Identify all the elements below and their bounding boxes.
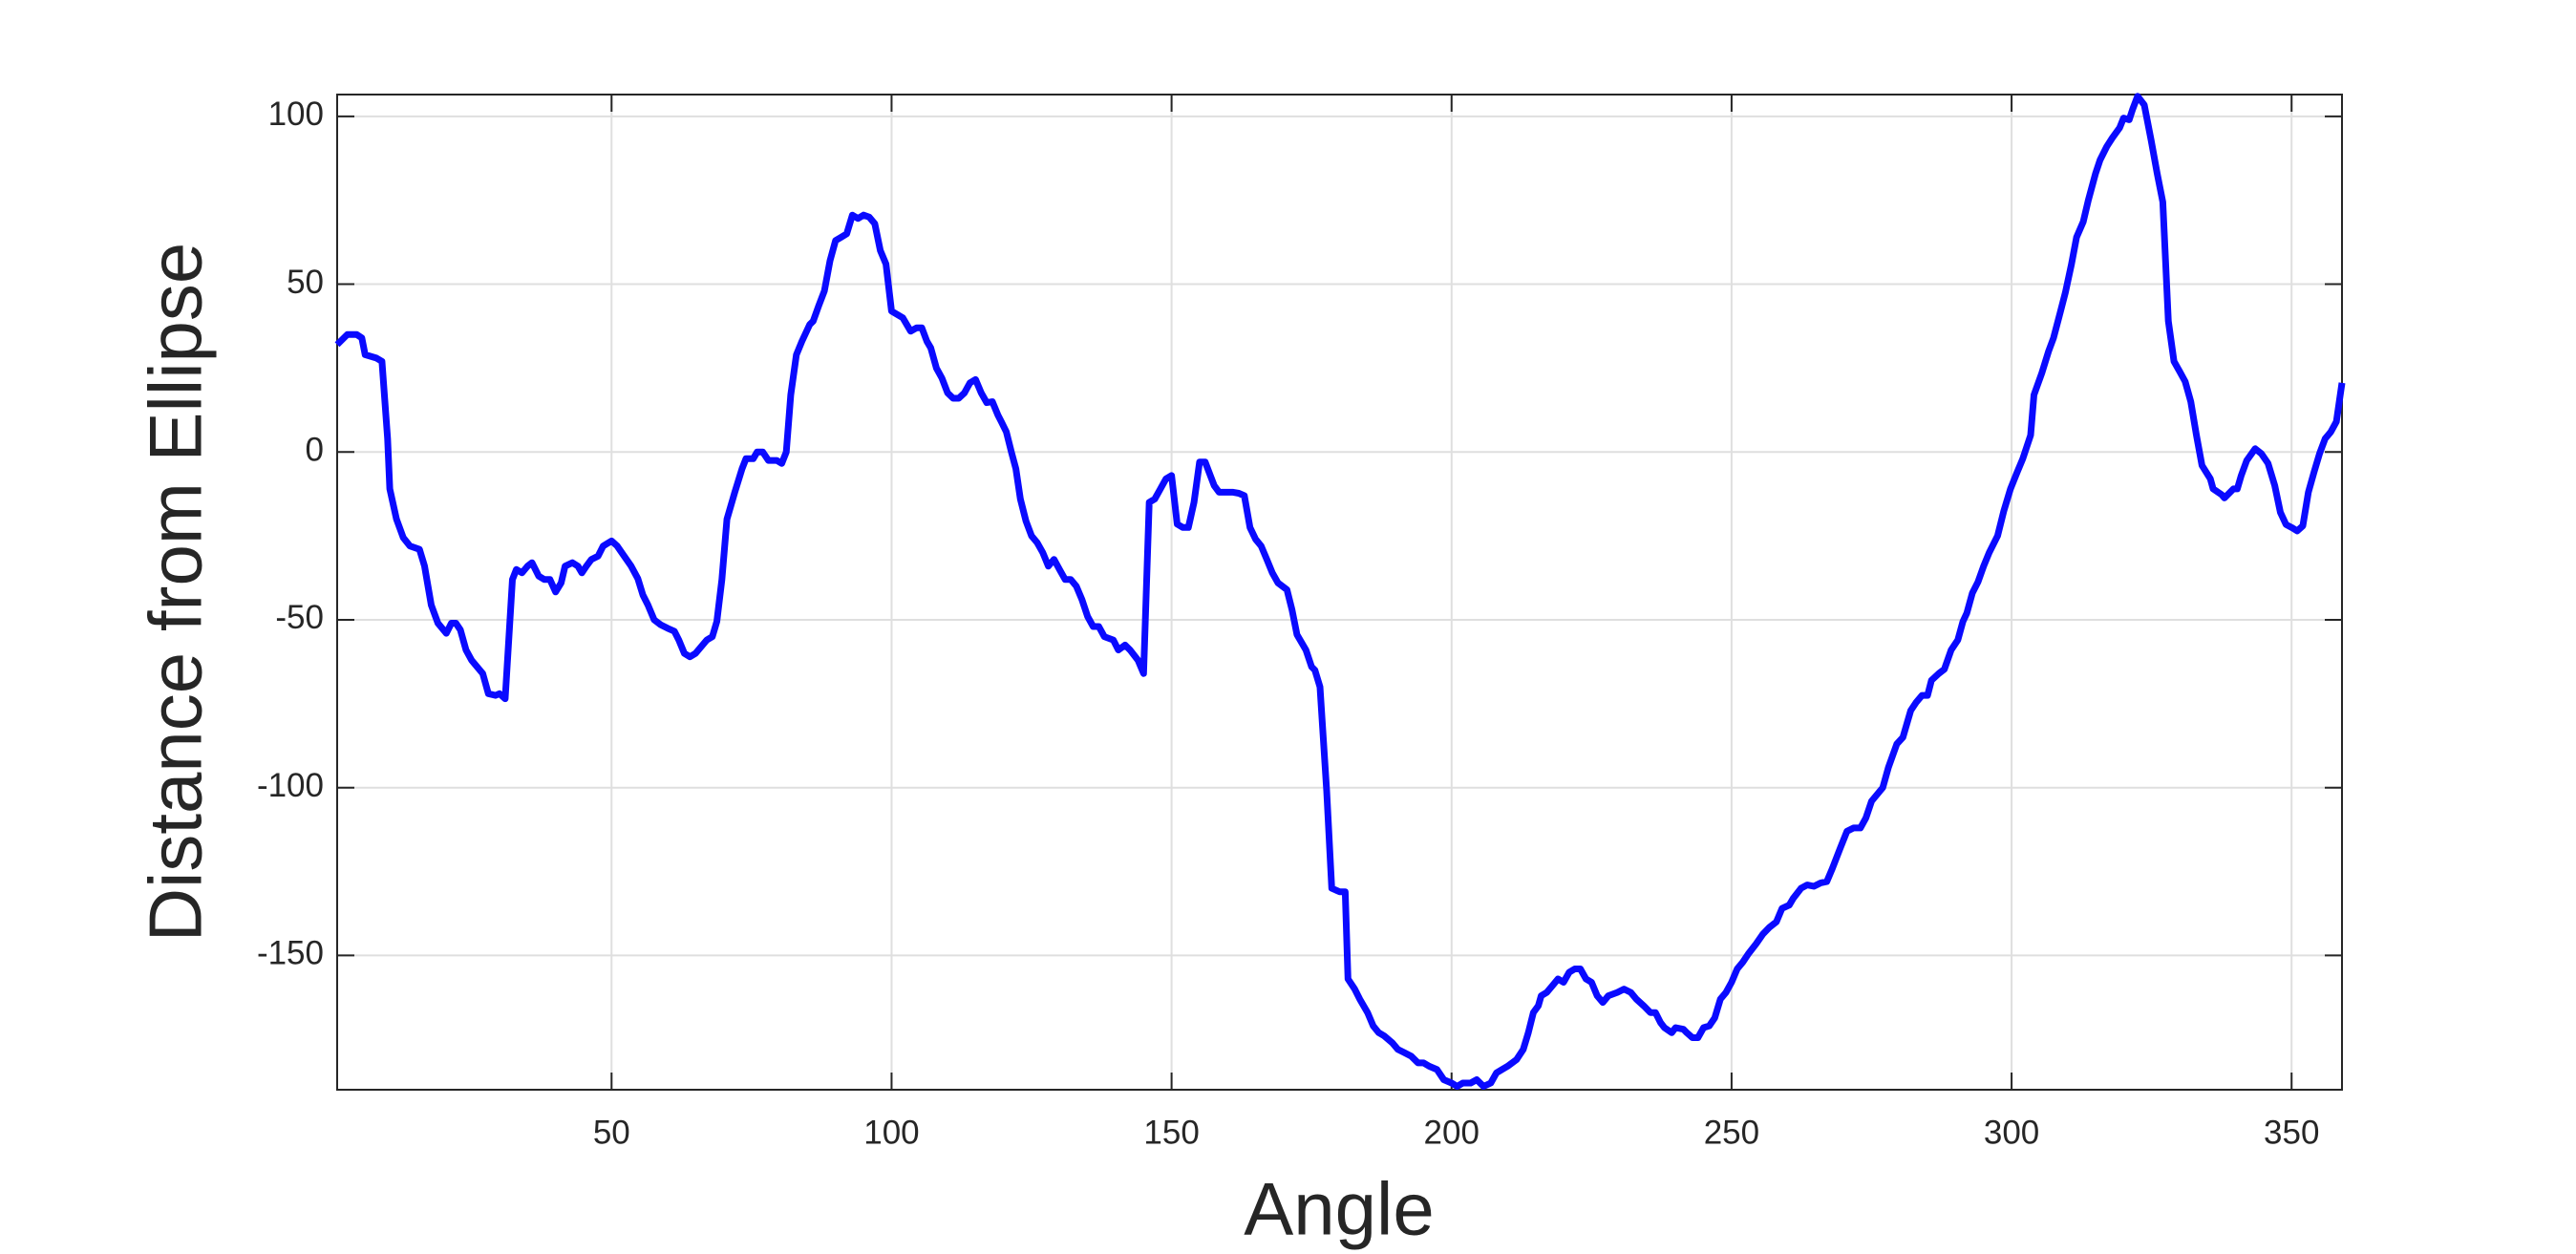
plot-area bbox=[337, 95, 2342, 1090]
x-axis-label: Angle bbox=[1244, 1167, 1435, 1251]
y-tick-label: 0 bbox=[306, 432, 324, 469]
y-tick-label: -50 bbox=[275, 599, 324, 636]
x-tick-label: 350 bbox=[2264, 1114, 2319, 1151]
y-tick-label: 100 bbox=[268, 96, 324, 133]
y-axis-label: Distance from Ellipse bbox=[134, 243, 218, 943]
y-tick-label: -100 bbox=[257, 767, 324, 804]
y-tick-label: -150 bbox=[257, 935, 324, 972]
axes-box bbox=[336, 94, 2343, 1091]
line bbox=[334, 93, 2346, 1090]
x-tick-label: 250 bbox=[1704, 1114, 1759, 1151]
x-tick-label: 300 bbox=[1984, 1114, 2039, 1151]
x-tick-label: 100 bbox=[863, 1114, 919, 1151]
x-tick-label: 200 bbox=[1424, 1114, 1480, 1151]
x-tick-label: 50 bbox=[593, 1114, 630, 1151]
y-tick-label: 50 bbox=[287, 264, 324, 301]
x-tick-label: 150 bbox=[1143, 1114, 1199, 1151]
